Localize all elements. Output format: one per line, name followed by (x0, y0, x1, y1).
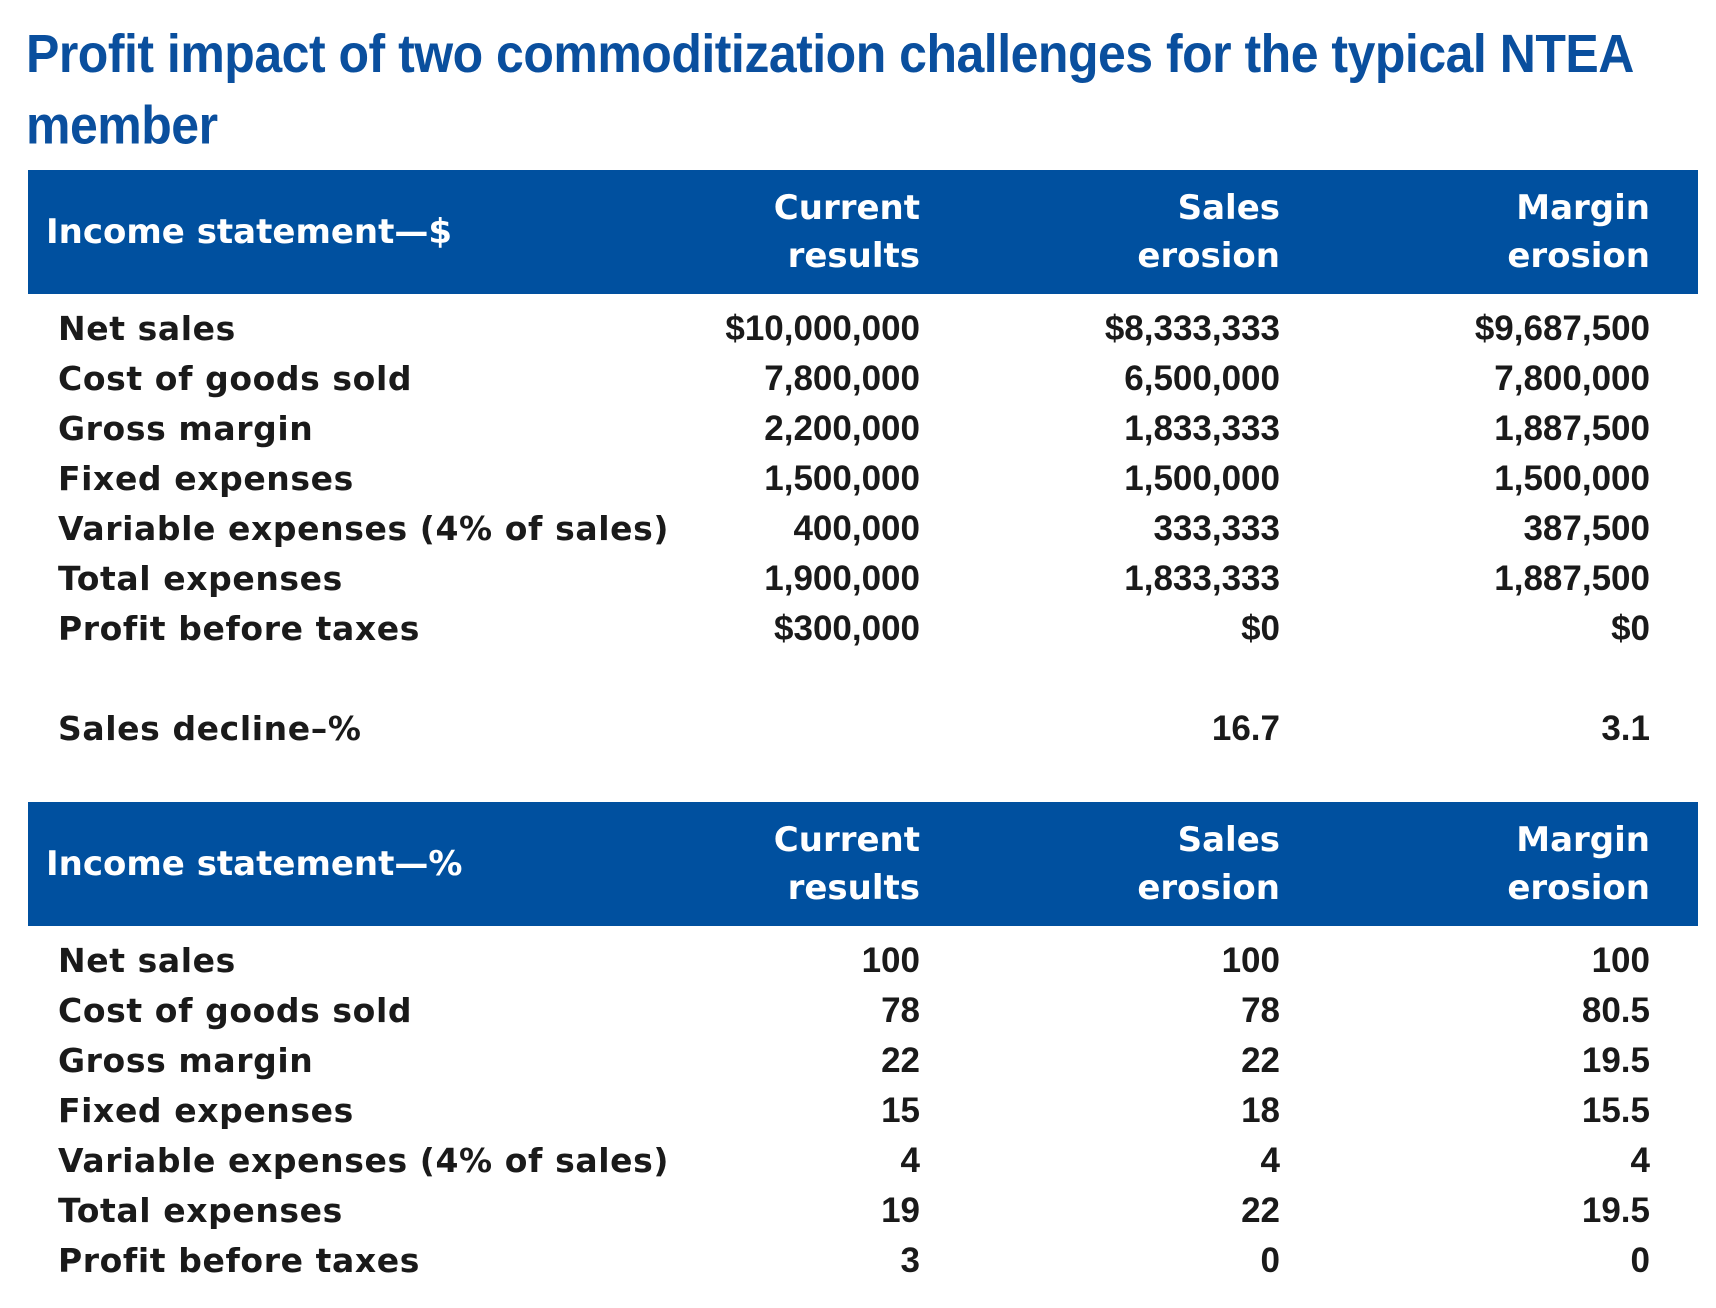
column-header-sales-erosion: Sales erosion (1137, 820, 1280, 908)
cell-sales-erosion: $8,333,333 (1104, 309, 1280, 348)
table-row: Total expenses 19 22 19.5 (28, 1186, 1698, 1236)
cell-margin-erosion: 19.5 (1581, 1041, 1650, 1080)
table-row: Net sales $10,000,000 $8,333,333 $9,687,… (28, 304, 1698, 354)
row-spacer (28, 654, 1698, 704)
cell-margin-erosion: 100 (1591, 941, 1650, 980)
column-header-current-results: Current results (773, 188, 920, 276)
row-label: Gross margin (58, 1041, 314, 1080)
column-header-sales-erosion: Sales erosion (1137, 188, 1280, 276)
row-label: Net sales (58, 941, 236, 980)
cell-margin-erosion: 0 (1630, 1241, 1650, 1280)
table-row: Gross margin 2,200,000 1,833,333 1,887,5… (28, 404, 1698, 454)
cell-sales-erosion: 4 (1260, 1141, 1280, 1180)
table-row: Cost of goods sold 78 78 80.5 (28, 986, 1698, 1036)
cell-margin-erosion: 80.5 (1581, 991, 1650, 1030)
table-header-label: Income statement—% (46, 844, 463, 884)
cell-current-results: 100 (861, 941, 920, 980)
cell-current-results: 400,000 (793, 509, 920, 548)
table-row: Profit before taxes 3 0 0 (28, 1236, 1698, 1286)
table-header: Income statement—$ Current results Sales… (28, 170, 1698, 294)
table-header-label: Income statement—$ (46, 212, 453, 252)
row-label: Profit before taxes (58, 1241, 420, 1280)
column-header-margin-erosion: Margin erosion (1507, 188, 1650, 276)
table-row: Fixed expenses 1,500,000 1,500,000 1,500… (28, 454, 1698, 504)
row-label: Fixed expenses (58, 1091, 354, 1130)
table-row: Gross margin 22 22 19.5 (28, 1036, 1698, 1086)
table-row: Profit before taxes $300,000 $0 $0 (28, 604, 1698, 654)
row-label: Fixed expenses (58, 459, 354, 498)
table-body: Net sales $10,000,000 $8,333,333 $9,687,… (28, 304, 1698, 754)
cell-sales-erosion: $0 (1241, 609, 1280, 648)
row-label: Cost of goods sold (58, 991, 413, 1030)
cell-margin-erosion: 387,500 (1523, 509, 1650, 548)
row-label: Variable expenses (4% of sales) (58, 1141, 670, 1180)
cell-current-results: 1,900,000 (764, 559, 920, 598)
cell-current-results: 19 (881, 1191, 920, 1230)
income-statement-dollar-table: Income statement—$ Current results Sales… (28, 170, 1698, 754)
cell-sales-erosion: 78 (1241, 991, 1280, 1030)
cell-margin-erosion: 19.5 (1581, 1191, 1650, 1230)
cell-current-results: $10,000,000 (725, 309, 920, 348)
row-label: Cost of goods sold (58, 359, 413, 398)
page-title: Profit impact of two commoditization cha… (26, 23, 1632, 156)
table-row: Fixed expenses 15 18 15.5 (28, 1086, 1698, 1136)
cell-margin-erosion: 4 (1630, 1141, 1650, 1180)
cell-sales-erosion: 0 (1260, 1241, 1280, 1280)
row-label: Sales decline–% (58, 709, 362, 748)
cell-sales-erosion: 22 (1241, 1191, 1280, 1230)
table-row: Variable expenses (4% of sales) 4 4 4 (28, 1136, 1698, 1186)
sales-decline-row: Sales decline–% 16.7 3.1 (28, 704, 1698, 754)
cell-sales-erosion: 1,500,000 (1124, 459, 1280, 498)
column-header-margin-erosion: Margin erosion (1507, 820, 1650, 908)
cell-margin-erosion: 7,800,000 (1494, 359, 1650, 398)
table-row: Net sales 100 100 100 (28, 936, 1698, 986)
row-label: Gross margin (58, 409, 314, 448)
table-body: Net sales 100 100 100 Cost of goods sold… (28, 936, 1698, 1286)
cell-sales-erosion: 16.7 (1211, 709, 1280, 748)
cell-margin-erosion: 3.1 (1601, 709, 1650, 748)
cell-sales-erosion: 333,333 (1153, 509, 1280, 548)
table-header: Income statement—% Current results Sales… (28, 802, 1698, 926)
cell-sales-erosion: 100 (1221, 941, 1280, 980)
cell-current-results: 78 (881, 991, 920, 1030)
cell-current-results: 2,200,000 (764, 409, 920, 448)
income-statement-percent-table: Income statement—% Current results Sales… (28, 802, 1698, 1286)
cell-margin-erosion: $0 (1611, 609, 1650, 648)
cell-margin-erosion: $9,687,500 (1474, 309, 1650, 348)
cell-current-results: 4 (900, 1141, 920, 1180)
row-label: Variable expenses (4% of sales) (58, 509, 670, 548)
cell-sales-erosion: 18 (1241, 1091, 1280, 1130)
cell-current-results: 7,800,000 (764, 359, 920, 398)
column-header-current-results: Current results (773, 820, 920, 908)
cell-current-results: 22 (881, 1041, 920, 1080)
cell-current-results: 15 (881, 1091, 920, 1130)
row-label: Total expenses (58, 559, 343, 598)
cell-margin-erosion: 15.5 (1581, 1091, 1650, 1130)
cell-margin-erosion: 1,887,500 (1494, 559, 1650, 598)
table-row: Variable expenses (4% of sales) 400,000 … (28, 504, 1698, 554)
cell-current-results: 1,500,000 (764, 459, 920, 498)
table-row: Total expenses 1,900,000 1,833,333 1,887… (28, 554, 1698, 604)
cell-current-results: $300,000 (774, 609, 920, 648)
cell-current-results: 3 (900, 1241, 920, 1280)
cell-sales-erosion: 22 (1241, 1041, 1280, 1080)
cell-sales-erosion: 1,833,333 (1124, 559, 1280, 598)
row-label: Total expenses (58, 1191, 343, 1230)
row-label: Profit before taxes (58, 609, 420, 648)
cell-margin-erosion: 1,500,000 (1494, 459, 1650, 498)
cell-margin-erosion: 1,887,500 (1494, 409, 1650, 448)
table-row: Cost of goods sold 7,800,000 6,500,000 7… (28, 354, 1698, 404)
row-label: Net sales (58, 309, 236, 348)
cell-sales-erosion: 1,833,333 (1124, 409, 1280, 448)
cell-sales-erosion: 6,500,000 (1124, 359, 1280, 398)
